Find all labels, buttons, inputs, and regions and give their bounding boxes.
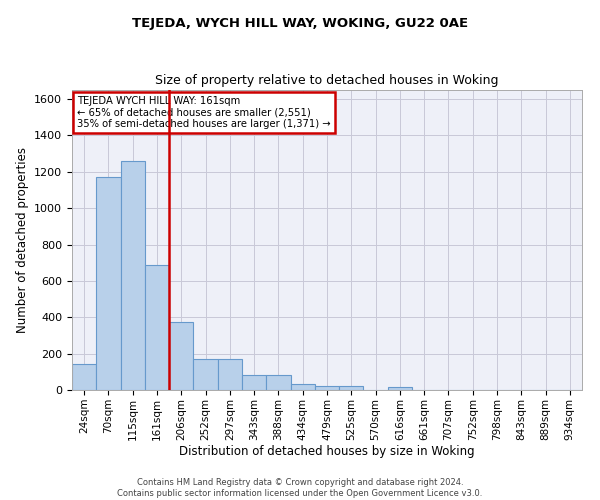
Text: TEJEDA WYCH HILL WAY: 161sqm
← 65% of detached houses are smaller (2,551)
35% of: TEJEDA WYCH HILL WAY: 161sqm ← 65% of de… [77,96,331,129]
Title: Size of property relative to detached houses in Woking: Size of property relative to detached ho… [155,74,499,88]
Bar [218,359,242,390]
Bar [266,376,290,390]
Bar [290,384,315,390]
Bar [193,359,218,390]
Bar [339,386,364,390]
Bar [72,364,96,390]
Bar [388,388,412,390]
Y-axis label: Number of detached properties: Number of detached properties [16,147,29,333]
Bar [315,386,339,390]
Bar [145,264,169,390]
Text: Contains HM Land Registry data © Crown copyright and database right 2024.
Contai: Contains HM Land Registry data © Crown c… [118,478,482,498]
Bar [121,161,145,390]
Bar [169,322,193,390]
Bar [96,178,121,390]
Bar [242,376,266,390]
X-axis label: Distribution of detached houses by size in Woking: Distribution of detached houses by size … [179,446,475,458]
Text: TEJEDA, WYCH HILL WAY, WOKING, GU22 0AE: TEJEDA, WYCH HILL WAY, WOKING, GU22 0AE [132,18,468,30]
